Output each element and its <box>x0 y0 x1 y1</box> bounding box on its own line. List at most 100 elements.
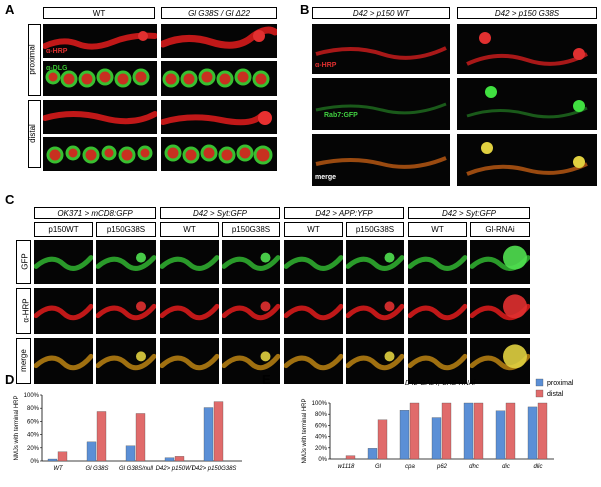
chart-e-title: D42-GAL4, UAS-RNAi <box>405 380 475 387</box>
panel-c-col-3: WT <box>160 222 219 237</box>
micrograph-b-mut-rab7 <box>457 78 597 130</box>
stain-label-hrp: α-HRP <box>46 48 68 55</box>
micrograph-c-gfp-8 <box>470 240 530 284</box>
y-tick-label: 80% <box>27 406 40 412</box>
bar <box>399 410 410 460</box>
micrograph-c-merge-4 <box>222 338 280 384</box>
micrograph-c-merge-2 <box>96 338 156 384</box>
panel-b-header-mut: D42 > p150 G38S <box>457 7 597 19</box>
bar <box>213 401 224 462</box>
micrograph-c-merge-7 <box>408 338 467 384</box>
micrograph-c-hrp-4 <box>222 288 280 334</box>
bar <box>174 456 185 462</box>
x-tick-label: Gl G38S <box>85 466 108 472</box>
micrograph-c-gfp-1 <box>34 240 93 284</box>
micrograph-b-wt-merge: merge <box>312 134 450 186</box>
bar <box>495 410 506 460</box>
micrograph-a-wt-distal-hrp <box>43 100 157 134</box>
x-tick-label: Gl <box>375 464 382 470</box>
panel-c-row-hrp: α-HRP <box>16 288 31 334</box>
panel-label-c: C <box>5 192 15 207</box>
micrograph-c-gfp-2 <box>96 240 156 284</box>
x-tick-label: D42> p150WT <box>156 466 196 472</box>
bar <box>377 419 388 460</box>
stain-label-dlg: α-DLG <box>46 65 68 72</box>
legend-swatch <box>535 389 544 398</box>
micrograph-c-hrp-6 <box>346 288 404 334</box>
bar <box>431 417 442 460</box>
x-tick-label: WT <box>53 466 64 472</box>
chart-e: NMJs with terminal HRP 0% 20% 40% 60% 80% 100%… <box>302 378 574 470</box>
panel-c-row-gfp: GFP <box>16 240 31 284</box>
micrograph-c-gfp-6 <box>346 240 404 284</box>
panel-c-col-8: Gl-RNAi <box>470 222 530 237</box>
micrograph-c-hrp-7 <box>408 288 467 334</box>
micrograph-a-wt-distal-dlg <box>43 137 157 171</box>
micrograph-c-hrp-8 <box>470 288 530 334</box>
bar <box>463 402 474 460</box>
y-tick-label: 20% <box>27 446 40 452</box>
panel-a-row-proximal: proximal <box>27 24 41 96</box>
x-tick-label: p62 <box>436 464 448 470</box>
bar <box>473 402 484 460</box>
micrograph-a-mut-distal-dlg <box>161 137 277 171</box>
y-tick-label: 40% <box>27 433 40 439</box>
x-tick-label: w1118 <box>338 464 355 470</box>
micrograph-c-gfp-4 <box>222 240 280 284</box>
panel-c-col-1: p150WT <box>34 222 93 237</box>
y-tick-label: 60% <box>315 423 328 429</box>
panel-a-header-mutant: Gl G38S / Gl Δ22 <box>161 7 277 19</box>
bar <box>367 448 378 460</box>
y-tick-label: 20% <box>315 446 328 452</box>
panel-label-a: A <box>5 2 15 17</box>
x-tick-label: D42> p150G38S <box>192 466 237 472</box>
micrograph-c-merge-3 <box>160 338 219 384</box>
stain-label-merge-b: merge <box>315 174 337 181</box>
panel-c-group-4: D42 > Syt:GFP <box>408 207 530 219</box>
bar <box>203 407 214 462</box>
micrograph-b-wt-hrp: α-HRP <box>312 24 450 74</box>
panel-c-group-1: OK371 > mCD8:GFP <box>34 207 156 219</box>
x-tick-label: cpa <box>405 464 415 470</box>
bar <box>527 406 538 460</box>
micrograph-b-mut-hrp <box>457 24 597 74</box>
y-tick-label: 0% <box>30 459 39 465</box>
bar <box>86 441 97 462</box>
panel-c-col-7: WT <box>408 222 467 237</box>
panel-c-group-2: D42 > Syt:GFP <box>160 207 280 219</box>
y-tick-label: 40% <box>315 435 328 441</box>
panel-label-e: E <box>262 372 271 387</box>
micrograph-b-mut-merge <box>457 134 597 186</box>
x-tick-label: dlic <box>533 464 542 470</box>
y-axis-label: NMJs with terminal HRP <box>302 398 308 463</box>
micrograph-c-gfp-3 <box>160 240 219 284</box>
x-tick-label: dic <box>502 464 510 470</box>
bar <box>135 413 146 462</box>
bar <box>47 458 58 462</box>
micrograph-a-mut-proximal-dlg <box>161 61 277 96</box>
bar <box>96 411 107 462</box>
panel-c-col-2: p150G38S <box>96 222 156 237</box>
micrograph-c-gfp-7 <box>408 240 467 284</box>
legend-label: proximal <box>547 380 574 387</box>
micrograph-c-merge-6 <box>346 338 404 384</box>
panel-b-header-wt: D42 > p150 WT <box>312 7 450 19</box>
x-tick-label: dhc <box>469 464 479 470</box>
bar <box>345 455 356 460</box>
bar <box>57 451 68 462</box>
bar <box>409 402 420 460</box>
y-tick-label: 100% <box>24 393 40 399</box>
panel-c-col-4: p150G38S <box>222 222 280 237</box>
micrograph-c-hrp-3 <box>160 288 219 334</box>
micrograph-c-hrp-2 <box>96 288 156 334</box>
micrograph-c-merge-8 <box>470 338 530 384</box>
y-tick-label: 80% <box>315 412 328 418</box>
bar <box>164 457 175 462</box>
bar <box>441 402 452 460</box>
micrograph-c-merge-1 <box>34 338 93 384</box>
bar <box>537 402 548 460</box>
y-tick-label: 0% <box>318 457 327 463</box>
legend-label: distal <box>547 391 564 398</box>
micrograph-b-wt-rab7: Rab7:GFP <box>312 78 450 130</box>
stain-label-rab7: Rab7:GFP <box>324 112 358 119</box>
